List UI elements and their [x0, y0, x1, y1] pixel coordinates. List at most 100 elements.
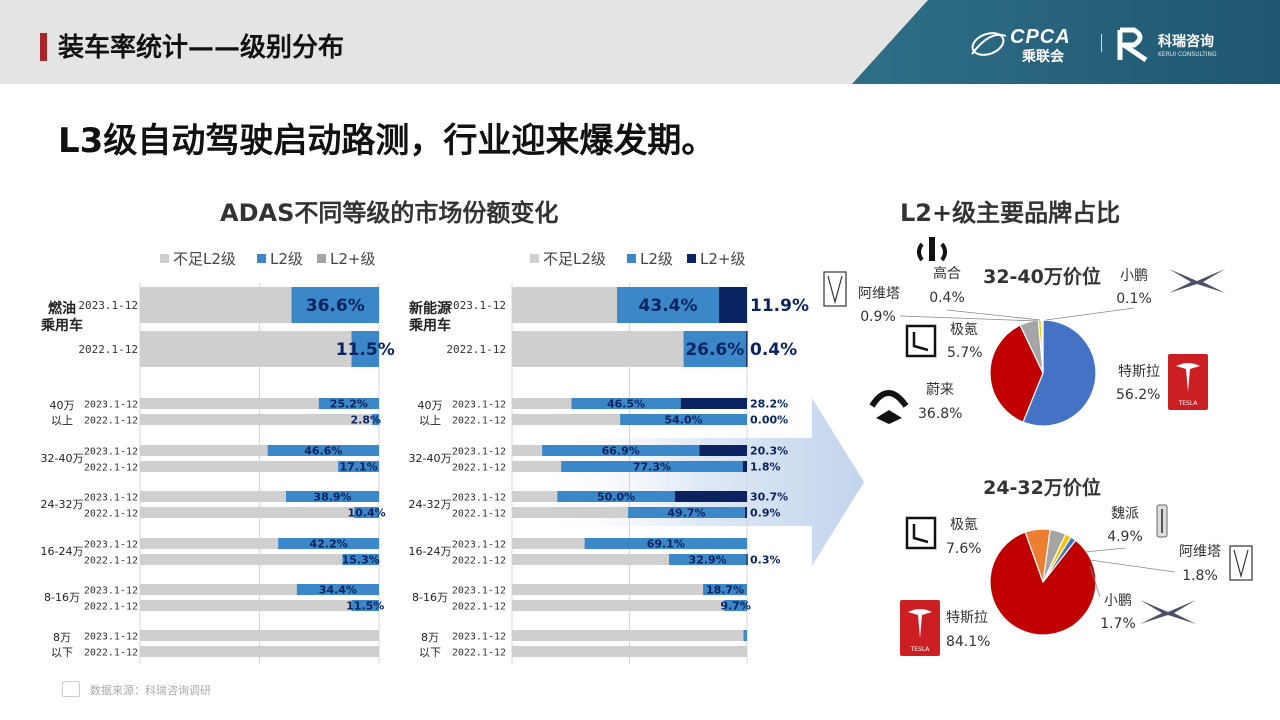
- period-label: 2022.1-12: [84, 556, 138, 567]
- pie-label-name: 阿维塔: [1179, 544, 1221, 560]
- legend-label: 不足L2级: [173, 250, 236, 268]
- bar-segment-l2plus: [742, 461, 747, 472]
- bar-segment-below-l2: [140, 538, 279, 549]
- category-label: 以上: [419, 414, 441, 427]
- headline: L3级自动驾驶启动路测，行业迎来爆发期。: [58, 121, 716, 161]
- pie-label-value: 0.1%: [1116, 291, 1152, 307]
- logo-divider: [1101, 34, 1102, 52]
- legend-label: L2+级: [330, 250, 375, 268]
- avatr-logo-icon: [823, 271, 847, 307]
- cpca-logo-cn: 乘联会: [1022, 49, 1064, 65]
- category-label: 以下: [51, 646, 73, 659]
- category-label: 8-16万: [412, 591, 448, 604]
- bar-segment-l2: [620, 414, 747, 425]
- data-label-l2: 50.0%: [597, 491, 635, 504]
- data-label-l2: 17.1%: [339, 461, 377, 474]
- data-label-l2: 66.9%: [602, 445, 640, 458]
- bar-segment-below-l2: [512, 398, 572, 409]
- period-label: 2023.1-12: [452, 493, 506, 504]
- period-label: 2022.1-12: [78, 343, 138, 356]
- header-brand-panel: [852, 0, 1280, 84]
- category-label: 8万: [53, 631, 71, 644]
- hiphi-bar: [929, 237, 935, 261]
- period-label: 2023.1-12: [84, 632, 138, 643]
- data-label-l2: 11.5%: [346, 600, 384, 613]
- tesla-wordmark: TESLA: [1178, 400, 1199, 407]
- xpeng-logo-icon: [1169, 269, 1225, 293]
- bar-segment-below-l2: [140, 414, 373, 425]
- zeekr-frame: [905, 516, 937, 550]
- category-label: 32-40万: [409, 452, 452, 465]
- bar-segment-below-l2: [512, 538, 585, 549]
- period-label: 2022.1-12: [84, 509, 138, 520]
- period-label: 2023.1-12: [84, 586, 138, 597]
- legend-swatch: [530, 254, 539, 263]
- bar-segment-l2: [342, 554, 379, 565]
- category-label: 以上: [51, 414, 73, 427]
- pie-title: 32-40万价位: [983, 265, 1101, 288]
- transition-arrow: [540, 398, 864, 566]
- avatr-mark: [827, 275, 843, 305]
- bar-segment-l2plus: [746, 331, 748, 367]
- bar-segment-below-l2: [140, 646, 379, 657]
- left-section-title: ADAS不同等级的市场份额变化: [220, 199, 559, 227]
- tesla-t-shape: [1176, 363, 1200, 392]
- data-label-l2: 38.9%: [313, 491, 351, 504]
- legend-swatch: [257, 254, 266, 263]
- bar-segment-l2: [584, 538, 747, 549]
- data-label-l2plus: 30.7%: [750, 491, 788, 504]
- bar-segment-below-l2: [140, 491, 287, 502]
- hiphi-logo-icon: [917, 237, 947, 262]
- pie-label-name: 魏派: [1111, 506, 1139, 522]
- period-label: 2022.1-12: [446, 343, 506, 356]
- period-label: 2022.1-12: [452, 463, 506, 474]
- source-icon: [62, 681, 80, 697]
- data-label-l2plus: 28.2%: [750, 398, 788, 411]
- bar-segment-l2: [338, 461, 379, 472]
- data-label-l2: 11.5%: [336, 340, 395, 360]
- data-label-l2: 9.7%: [720, 600, 751, 613]
- avatr-mark: [1233, 549, 1249, 579]
- period-label: 2023.1-12: [84, 493, 138, 504]
- pie-label-value: 7.6%: [946, 541, 982, 557]
- pie-label-value: 36.8%: [918, 406, 962, 422]
- pie-slice: [1022, 319, 1097, 427]
- bar-segment-l2: [557, 491, 675, 502]
- data-label-l2plus: 11.9%: [750, 296, 809, 316]
- bar-segment-l2plus: [744, 507, 747, 518]
- avatr-logo-icon: [1229, 545, 1253, 581]
- period-label: 2023.1-12: [84, 447, 138, 458]
- legend-label: L2级: [640, 250, 673, 268]
- leader-line: [899, 315, 1039, 322]
- bar-segment-below-l2: [512, 331, 684, 367]
- kerui-logo-name: 科瑞咨询: [1158, 34, 1214, 50]
- legend-label: L2级: [270, 250, 303, 268]
- period-label: 2022.1-12: [84, 463, 138, 474]
- bar-segment-l2: [354, 507, 379, 518]
- data-label-l2: 42.2%: [309, 538, 347, 551]
- pie-chart-1: 32-40万价位 高合 0.4% 阿维塔 0.9% 极氪 5.7% 蔚来 36.8% 小鹏 0.1%…: [858, 265, 1160, 427]
- bar-segment-l2: [724, 600, 747, 611]
- bar-segment-below-l2: [512, 600, 725, 611]
- pie-label-value: 5.7%: [947, 345, 983, 361]
- data-label-l2: 34.4%: [319, 584, 357, 597]
- pie-label-name: 阿维塔: [858, 286, 900, 302]
- legend-swatch: [687, 254, 696, 263]
- period-label: 2023.1-12: [84, 400, 138, 411]
- legend-label: L2+级: [700, 250, 745, 268]
- bar-segment-below-l2: [512, 461, 562, 472]
- nio-logo-icon: [869, 390, 909, 424]
- bar-segment-l2: [267, 445, 379, 456]
- data-label-l2: 69.1%: [647, 538, 685, 551]
- category-label: 24-32万: [409, 498, 452, 511]
- nio-arc: [869, 390, 909, 408]
- pie-slice: [1042, 536, 1077, 583]
- data-label-l2: 46.6%: [304, 445, 342, 458]
- pie-label-value: 0.9%: [860, 309, 896, 325]
- pie-label-name: 极氪: [950, 517, 978, 533]
- pie-label-value: 84.1%: [946, 634, 990, 650]
- pie-label-value: 1.8%: [1182, 568, 1218, 584]
- bar-segment-l2plus: [680, 398, 747, 409]
